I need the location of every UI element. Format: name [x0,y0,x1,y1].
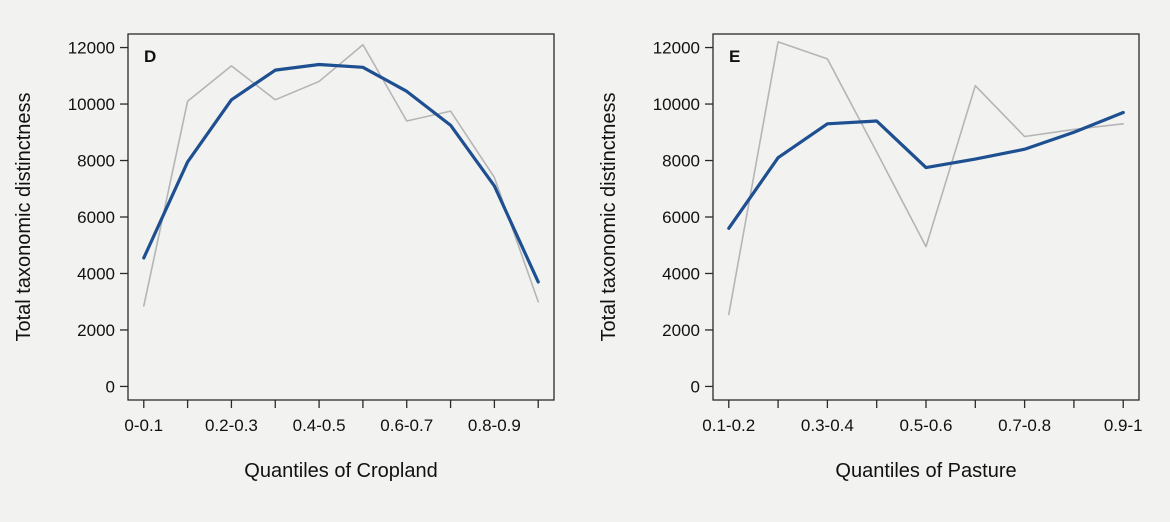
panel-label: E [729,47,740,66]
y-tick-label: 12000 [68,39,115,58]
plot-border [127,33,555,401]
series-trend-line [727,110,1125,230]
y-tick-label: 10000 [653,95,700,114]
x-tick-label: 0.9-1 [1104,416,1143,435]
y-tick-label: 0 [691,377,700,396]
y-tick-label: 8000 [662,151,700,170]
y-tick-label: 0 [106,377,115,396]
pasture-chart: 0 2000 4000 6000 8000 10000 12000 0.1-0.2 0.3-0.… [598,33,1143,482]
x-tick-label: 0.2-0.3 [205,416,258,435]
y-axis-title: Total taxonomic distinctness [13,92,35,341]
y-tick-label: 2000 [77,321,115,340]
plot-border [712,33,1140,401]
y-tick-label: 6000 [77,208,115,227]
x-tick-label: 0.1-0.2 [702,416,755,435]
y-tick-label: 2000 [662,321,700,340]
y-tick-label: 8000 [77,151,115,170]
panel-pasture: 0 2000 4000 6000 8000 10000 12000 0.1-0.2 0.3-0.… [585,0,1170,517]
y-tick-label: 4000 [662,264,700,283]
x-tick-label: 0.5-0.6 [900,416,953,435]
x-axis-title: Quantiles of Pasture [835,460,1016,482]
y-tick-label: 4000 [77,264,115,283]
series-observed-line [727,41,1125,316]
x-tick-label: 0-0.1 [124,416,163,435]
x-tick-label: 0.7-0.8 [998,416,1051,435]
x-tick-label: 0.6-0.7 [380,416,433,435]
x-tick-label: 0.8-0.9 [468,416,521,435]
series-trend-line [142,62,540,284]
x-tick-label: 0.4-0.5 [293,416,346,435]
y-axis-title: Total taxonomic distinctness [598,92,620,341]
panel-cropland: 0 2000 4000 6000 8000 10000 12000 0-0.1 0.2-0.3 0… [0,0,585,517]
x-axis-title: Quantiles of Cropland [244,460,437,482]
x-tick-label: 0.3-0.4 [801,416,854,435]
y-tick-label: 12000 [653,39,700,58]
series-observed-line [142,43,540,307]
panel-label: D [144,47,156,66]
cropland-chart: 0 2000 4000 6000 8000 10000 12000 0-0.1 0.2-0.3 0… [13,33,555,482]
y-tick-label: 10000 [68,95,115,114]
y-tick-label: 6000 [662,208,700,227]
